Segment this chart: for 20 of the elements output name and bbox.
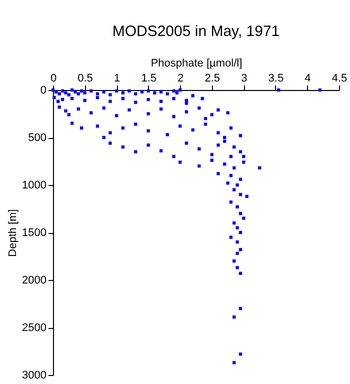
x-tick-label: 4 xyxy=(304,72,311,84)
x-tick-label: 3 xyxy=(241,72,248,84)
y-tick-label: 500 xyxy=(28,132,46,144)
y-tick-label: 2500 xyxy=(22,322,46,334)
x-tick-label: 1.5 xyxy=(141,72,156,84)
x-tick-label: 0 xyxy=(50,72,57,84)
x-tick-label: 4.5 xyxy=(332,72,348,84)
x-tick-label: 0.5 xyxy=(78,72,93,84)
chart-title: MODS2005 in May, 1971 xyxy=(112,23,280,40)
x-tick-label: 2 xyxy=(178,72,184,84)
x-tick-label: 2.5 xyxy=(204,72,220,84)
y-tick-label: 2000 xyxy=(22,274,46,286)
y-axis-title: Depth [m] xyxy=(7,209,20,257)
y-tick-label: 1000 xyxy=(22,180,46,192)
y-tick-label: 0 xyxy=(40,84,46,96)
y-tick-label: 1500 xyxy=(22,227,46,239)
x-axis-title: Phosphate [µmol/l] xyxy=(150,58,242,70)
y-tick-label: 3000 xyxy=(22,370,46,382)
x-tick-label: 3.5 xyxy=(268,72,284,84)
x-tick-label: 1 xyxy=(114,72,120,84)
